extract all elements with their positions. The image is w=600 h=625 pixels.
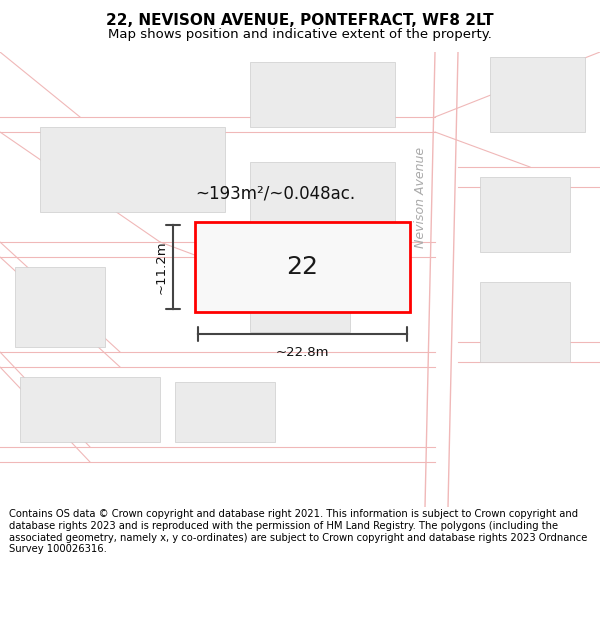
Bar — [250, 162, 395, 237]
Text: Contains OS data © Crown copyright and database right 2021. This information is : Contains OS data © Crown copyright and d… — [9, 509, 587, 554]
Bar — [490, 57, 585, 132]
Bar — [15, 267, 105, 347]
Bar — [40, 127, 225, 212]
Text: ~193m²/~0.048ac.: ~193m²/~0.048ac. — [195, 185, 355, 203]
Bar — [175, 382, 275, 442]
Bar — [480, 177, 570, 252]
Bar — [250, 262, 350, 332]
Text: 22, NEVISON AVENUE, PONTEFRACT, WF8 2LT: 22, NEVISON AVENUE, PONTEFRACT, WF8 2LT — [106, 13, 494, 28]
Text: ~22.8m: ~22.8m — [276, 346, 329, 359]
Bar — [250, 62, 395, 127]
Bar — [195, 222, 410, 312]
Bar — [20, 377, 160, 442]
Text: Nevison Avenue: Nevison Avenue — [413, 146, 427, 248]
Bar — [480, 282, 570, 362]
Text: 22: 22 — [287, 255, 319, 279]
Text: ~11.2m: ~11.2m — [155, 240, 168, 294]
Text: Map shows position and indicative extent of the property.: Map shows position and indicative extent… — [108, 28, 492, 41]
